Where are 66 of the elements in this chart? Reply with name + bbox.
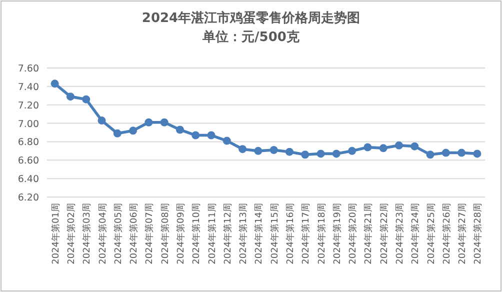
x-tick-label: 2024年第03周 <box>82 203 93 264</box>
point <box>50 80 59 88</box>
x-tick-label: 2024年第02周 <box>66 203 77 264</box>
x-tick-label: 2024年第07周 <box>144 203 156 264</box>
point <box>332 150 340 158</box>
chart-title: 2024年湛江市鸡蛋零售价格周走势图 <box>142 10 360 26</box>
point <box>129 126 138 135</box>
point <box>270 146 278 154</box>
x-tick-label: 2024年第27周 <box>457 203 468 264</box>
point <box>222 136 231 145</box>
x-tick-label: 2024年第28周 <box>472 203 484 264</box>
point <box>113 129 122 138</box>
x-tick-label: 2024年第24周 <box>410 203 422 264</box>
y-tick-label: 7.60 <box>18 64 39 74</box>
x-tick-label: 2024年第06周 <box>128 203 140 264</box>
x-tick-label: 2024年第08周 <box>160 203 171 264</box>
y-tick-label: 6.80 <box>18 137 39 148</box>
point <box>98 116 106 125</box>
point <box>473 150 482 158</box>
point <box>285 148 294 156</box>
y-tick-label: 6.60 <box>18 156 39 167</box>
chart-subtitle: 单位：元/500克 <box>202 29 300 45</box>
x-tick-label: 2024年第11周 <box>206 203 218 264</box>
point <box>316 150 325 158</box>
x-tick-label: 2024年第17周 <box>300 203 312 264</box>
point <box>442 148 450 157</box>
x-tick-label: 2024年第25周 <box>426 203 437 264</box>
point <box>176 126 184 134</box>
x-tick-label: 2024年第20周 <box>348 203 359 264</box>
point <box>207 131 216 140</box>
y-tick-label: 7.20 <box>18 100 39 112</box>
point <box>394 141 403 150</box>
x-tick-label: 2024年第04周 <box>97 203 108 264</box>
point <box>348 146 356 155</box>
point <box>301 150 310 159</box>
point <box>160 118 168 126</box>
x-tick-label: 2024年第14周 <box>254 203 265 264</box>
y-tick-label: 7.40 <box>18 82 39 93</box>
point <box>66 92 74 101</box>
x-tick-label: 2024年第01周 <box>50 203 62 264</box>
x-tick-label: 2024年第26周 <box>441 203 452 264</box>
x-tick-label: 2024年第13周 <box>238 203 250 264</box>
x-tick-label: 2024年第10周 <box>191 203 202 264</box>
y-tick-label: 7.00 <box>18 118 39 130</box>
x-tick-label: 2024年第05周 <box>112 203 124 264</box>
point <box>144 118 153 126</box>
x-tick-label: 2024年第16周 <box>284 203 296 264</box>
point <box>364 143 372 152</box>
y-tick-label: 6.20 <box>18 192 39 204</box>
y-tick-label: 6.40 <box>18 174 39 186</box>
x-tick-label: 2024年第15周 <box>269 203 280 264</box>
point <box>192 131 200 140</box>
point <box>410 142 419 150</box>
x-tick-label: 2024年第09周 <box>175 203 186 264</box>
point <box>458 148 466 157</box>
point <box>426 150 434 159</box>
point <box>238 145 247 154</box>
point <box>379 144 388 152</box>
x-tick-label: 2024年第22周 <box>378 203 390 264</box>
x-tick-label: 2024年第19周 <box>332 203 343 264</box>
x-tick-label: 2024年第18周 <box>316 203 328 264</box>
x-tick-label: 2024年第23周 <box>394 203 406 264</box>
point <box>254 146 262 155</box>
x-tick-label: 2024年第12周 <box>222 203 234 264</box>
x-tick-label: 2024年第21周 <box>363 203 374 264</box>
point <box>82 95 90 104</box>
